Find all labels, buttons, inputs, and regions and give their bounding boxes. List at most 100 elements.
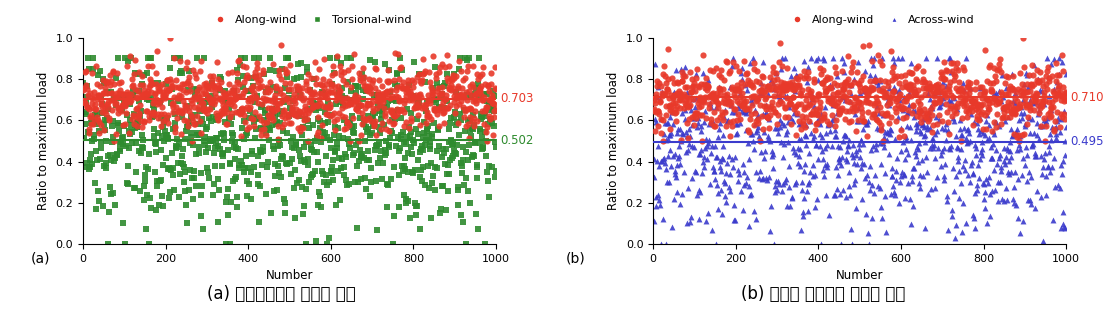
Point bbox=[410, 132, 428, 137]
Point bbox=[125, 72, 143, 77]
Point bbox=[779, 83, 797, 88]
Point bbox=[652, 158, 670, 163]
Point bbox=[358, 157, 376, 162]
Point bbox=[261, 114, 278, 119]
Point bbox=[831, 191, 849, 196]
Point bbox=[814, 167, 832, 172]
Point bbox=[957, 221, 975, 226]
Point bbox=[684, 86, 702, 91]
Point bbox=[347, 91, 365, 96]
Point bbox=[81, 165, 98, 170]
Point bbox=[355, 156, 372, 161]
Point bbox=[255, 121, 273, 126]
Point bbox=[733, 70, 750, 75]
Point bbox=[1040, 149, 1057, 154]
Point bbox=[165, 126, 182, 131]
Point bbox=[92, 99, 109, 104]
Point bbox=[168, 143, 186, 148]
Point bbox=[325, 110, 343, 115]
Point bbox=[912, 129, 929, 134]
Point bbox=[439, 189, 456, 194]
Point bbox=[76, 100, 94, 105]
Point bbox=[723, 156, 740, 161]
Point bbox=[419, 126, 436, 131]
Point bbox=[270, 143, 287, 148]
Point bbox=[659, 86, 676, 91]
Point bbox=[131, 109, 149, 114]
Point bbox=[298, 65, 316, 70]
Point bbox=[139, 97, 157, 102]
Point bbox=[928, 175, 946, 180]
Point bbox=[1011, 102, 1029, 107]
Point bbox=[188, 88, 206, 93]
Point bbox=[894, 139, 912, 144]
Point bbox=[123, 140, 140, 145]
Point bbox=[282, 121, 299, 126]
Point bbox=[695, 154, 713, 159]
Point bbox=[262, 115, 280, 120]
Point bbox=[159, 87, 177, 92]
Point bbox=[840, 109, 857, 114]
Point bbox=[190, 132, 208, 137]
Point bbox=[1040, 165, 1057, 170]
Point bbox=[830, 156, 848, 162]
Point bbox=[781, 96, 799, 101]
Point bbox=[359, 84, 377, 89]
Point bbox=[937, 84, 955, 89]
Point bbox=[252, 125, 270, 130]
Point bbox=[408, 105, 425, 110]
Point bbox=[846, 129, 864, 134]
Point bbox=[1012, 104, 1030, 109]
Point bbox=[953, 229, 970, 234]
Point bbox=[866, 79, 884, 84]
Point bbox=[902, 125, 919, 130]
Point bbox=[239, 73, 256, 78]
Point bbox=[388, 84, 406, 89]
Point bbox=[214, 154, 232, 159]
Point bbox=[282, 63, 299, 68]
Point bbox=[299, 110, 317, 115]
Point bbox=[838, 158, 855, 163]
Point bbox=[270, 163, 287, 168]
Point bbox=[955, 99, 972, 104]
Point bbox=[356, 175, 373, 180]
Point bbox=[665, 196, 683, 201]
Point bbox=[716, 110, 734, 115]
Point bbox=[827, 133, 844, 138]
Point bbox=[328, 141, 346, 146]
Point bbox=[965, 213, 982, 218]
Point bbox=[412, 227, 430, 232]
Point bbox=[91, 93, 108, 98]
Point bbox=[119, 164, 137, 169]
Point bbox=[198, 82, 215, 87]
Point bbox=[457, 69, 475, 74]
Point bbox=[202, 139, 220, 144]
Point bbox=[385, 110, 402, 115]
Point bbox=[1055, 112, 1073, 117]
Point bbox=[890, 96, 907, 101]
Point bbox=[134, 92, 151, 97]
Point bbox=[308, 132, 326, 137]
Point bbox=[941, 105, 959, 110]
Point bbox=[970, 132, 988, 137]
Point bbox=[878, 95, 896, 100]
Point bbox=[440, 64, 457, 69]
Point bbox=[147, 96, 165, 101]
Point bbox=[350, 138, 368, 143]
Point bbox=[659, 137, 676, 142]
Point bbox=[301, 90, 318, 95]
Point bbox=[177, 108, 194, 113]
Point bbox=[903, 61, 920, 66]
Point bbox=[1048, 79, 1065, 84]
Point bbox=[737, 98, 755, 103]
Point bbox=[302, 99, 319, 104]
Point bbox=[220, 81, 238, 86]
Point bbox=[418, 113, 435, 118]
Point bbox=[825, 192, 843, 197]
Point bbox=[144, 115, 161, 120]
Point bbox=[824, 103, 842, 108]
Point bbox=[902, 221, 919, 226]
Point bbox=[369, 97, 387, 102]
Point bbox=[341, 97, 359, 102]
Point bbox=[685, 115, 703, 121]
